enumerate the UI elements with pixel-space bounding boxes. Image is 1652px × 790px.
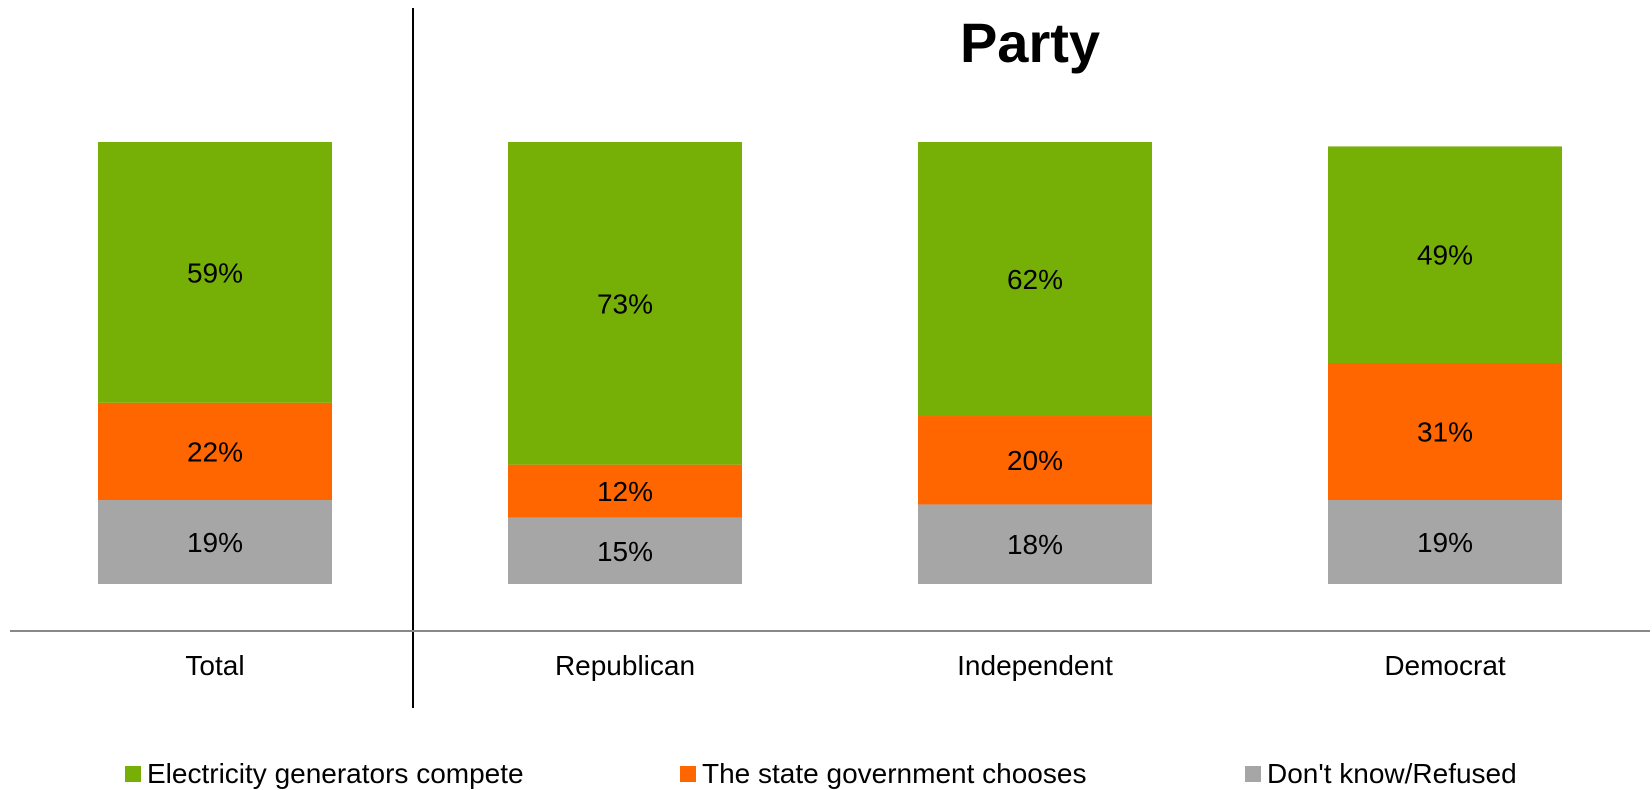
legend: Electricity generators compete The state … (0, 758, 1652, 790)
data-label: 15% (597, 536, 653, 567)
bar-segment-republican-1 (508, 464, 742, 518)
bars-layer: 19% 22% 59% 15% 12% 73% 18% 20% 62% 19% 31% 49% (98, 142, 1562, 584)
legend-label: Electricity generators compete (147, 758, 524, 789)
legend-item: Don't know/Refused (1245, 758, 1517, 790)
legend-label: The state government chooses (702, 758, 1087, 789)
category-labels: Total Republican Independent Democrat (185, 650, 1505, 681)
bar-segment-independent-0 (918, 142, 1152, 417)
data-label: 19% (1417, 527, 1473, 558)
legend-swatch (1245, 766, 1261, 782)
data-label: 18% (1007, 529, 1063, 560)
chart-area: Party 19% 22% 59% 15% 12% 73% 18% 20% 62% 19% 31% 4… (10, 8, 1650, 708)
bar-segment-democrat-1 (1328, 363, 1562, 501)
bar-segment-total-1 (98, 402, 332, 501)
data-label: 59% (187, 257, 243, 288)
legend-swatch (680, 766, 696, 782)
bar-segment-total-0 (98, 142, 332, 403)
legend-label: Don't know/Refused (1267, 758, 1517, 789)
category-label-total: Total (185, 650, 244, 681)
legend-item: The state government chooses (680, 758, 1086, 790)
bar-segment-democrat-0 (1328, 146, 1562, 363)
chart-title: Party (960, 11, 1100, 74)
category-label-democrat: Democrat (1384, 650, 1506, 681)
legend-swatch (125, 766, 141, 782)
bar-segment-independent-1 (918, 416, 1152, 505)
category-label-republican: Republican (555, 650, 695, 681)
data-label: 22% (187, 436, 243, 467)
category-label-independent: Independent (957, 650, 1113, 681)
bar-segment-democrat-2 (1328, 500, 1562, 584)
data-label: 20% (1007, 445, 1063, 476)
bar-segment-independent-2 (918, 504, 1152, 584)
data-label: 12% (597, 476, 653, 507)
bar-segment-total-2 (98, 500, 332, 584)
data-label: 19% (187, 527, 243, 558)
legend-item: Electricity generators compete (125, 758, 524, 790)
data-label: 62% (1007, 264, 1063, 295)
bar-segment-republican-2 (508, 517, 742, 584)
data-label: 31% (1417, 417, 1473, 448)
data-label: 49% (1417, 240, 1473, 271)
bar-segment-republican-0 (508, 142, 742, 465)
data-label: 73% (597, 288, 653, 319)
